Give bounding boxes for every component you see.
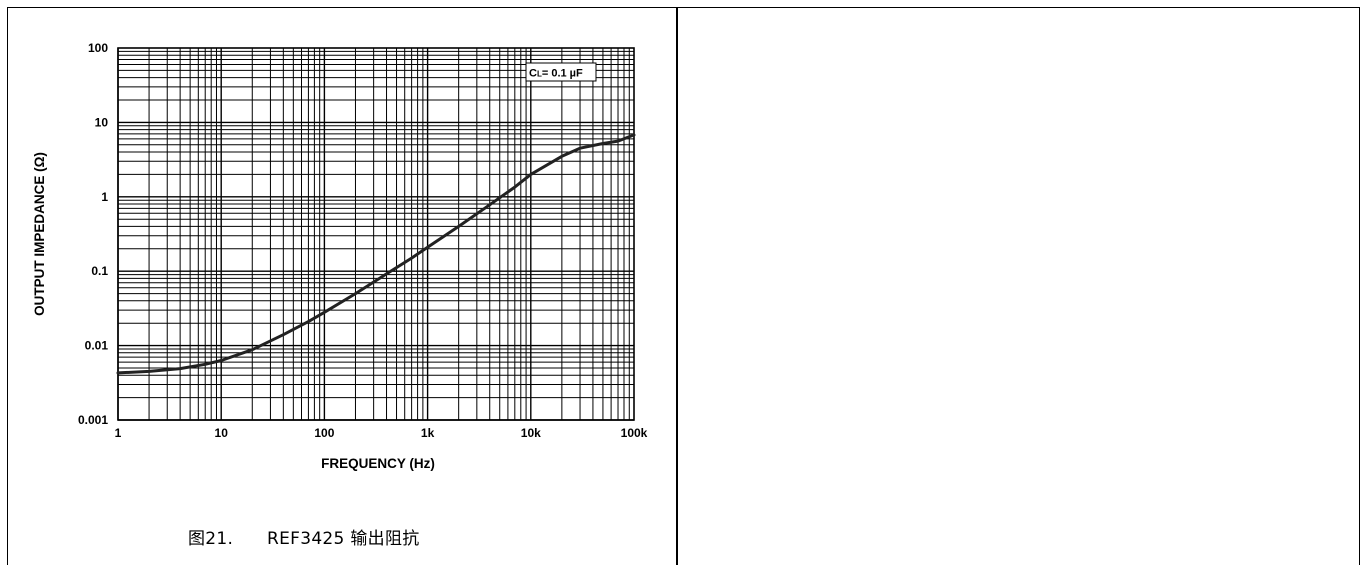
x-tick-label: 100k (621, 426, 648, 440)
impedance-curve (116, 133, 636, 375)
x-tick-label: 100 (314, 426, 334, 440)
figure-caption: 图21. REF3425 输出阻抗 (188, 524, 420, 549)
y-axis-title: OUTPUT IMPEDANCE (Ω) (32, 152, 47, 316)
y-tick-label: 0.1 (91, 264, 108, 278)
y-tick-label: 100 (88, 41, 108, 55)
y-tick-label: 0.01 (85, 339, 109, 353)
x-tick-label: 10 (215, 426, 229, 440)
annotation-label: CL= 0.1 µF (529, 68, 583, 80)
x-tick-label: 1k (421, 426, 435, 440)
panel-divider (676, 7, 678, 565)
page-frame (7, 7, 1360, 565)
y-tick-label: 10 (95, 115, 109, 129)
figure-number: 图21. (188, 529, 234, 549)
annotation-box (525, 62, 597, 82)
x-axis-title: FREQUENCY (Hz) (321, 456, 435, 471)
plot-border (117, 47, 635, 421)
y-tick-label: 0.001 (78, 413, 108, 427)
figure-title: REF3425 输出阻抗 (266, 529, 420, 549)
output-impedance-chart: 1 10 100 1k 10k 100k 0.001 0.01 0.1 1 10 100 FREQUEN… (32, 41, 648, 471)
x-tick-label: 1 (115, 426, 122, 440)
x-tick-label: 10k (521, 426, 541, 440)
y-tick-label: 1 (101, 190, 108, 204)
